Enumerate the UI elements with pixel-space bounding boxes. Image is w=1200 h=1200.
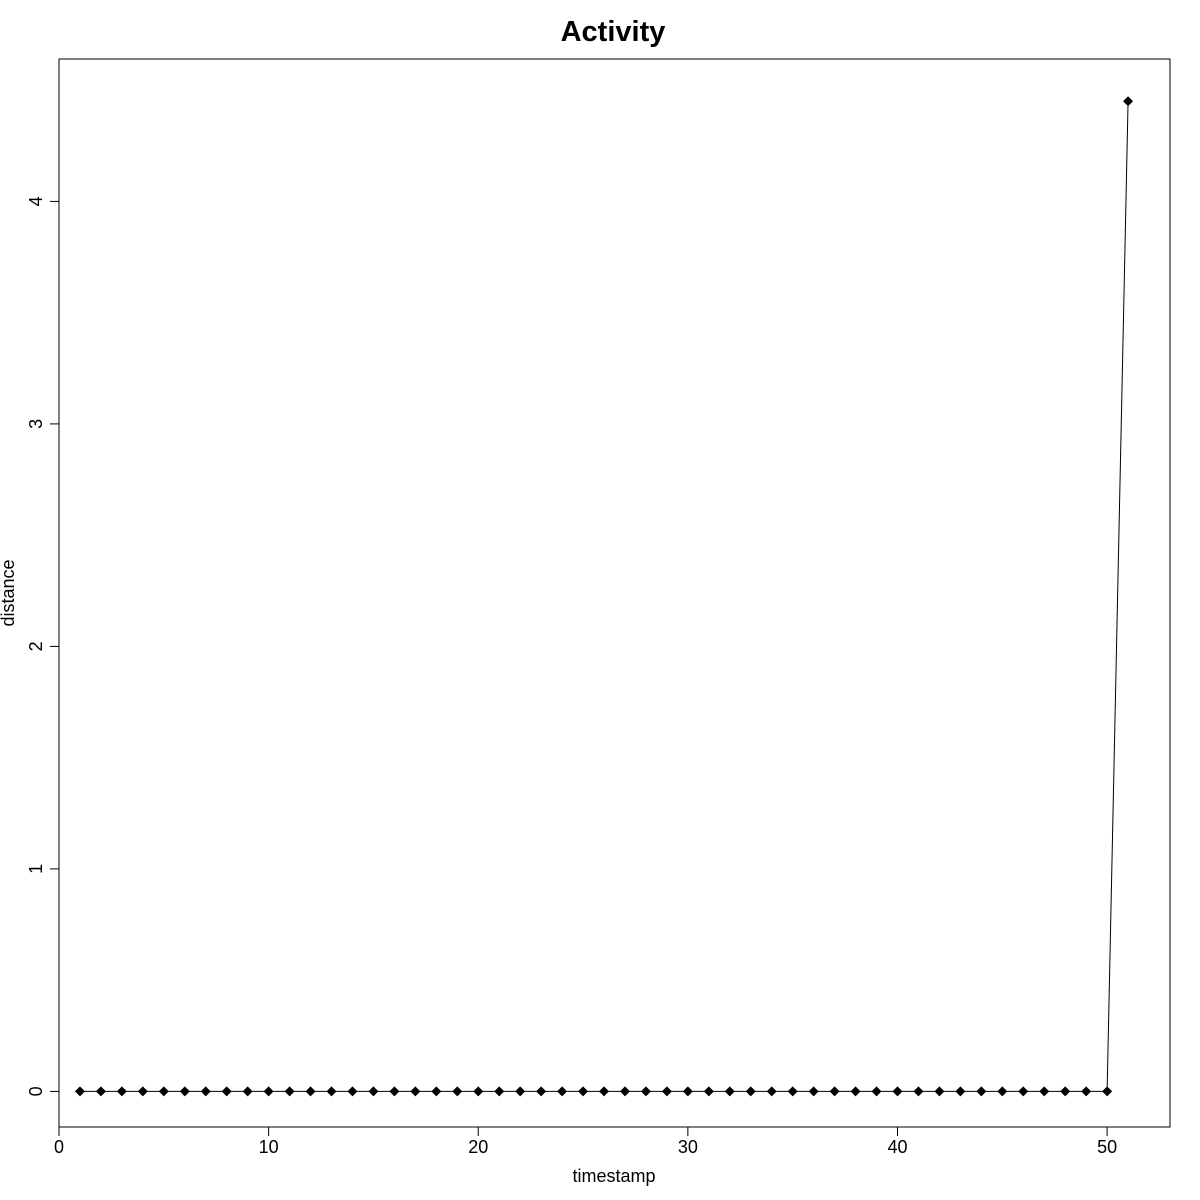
- data-point: [578, 1086, 589, 1097]
- data-point: [137, 1086, 148, 1097]
- x-axis-label: timestamp: [572, 1166, 655, 1186]
- chart-title: Activity: [561, 16, 666, 48]
- data-point: [200, 1086, 211, 1097]
- data-point: [1102, 1086, 1113, 1097]
- data-point: [326, 1086, 337, 1097]
- x-tick-label: 40: [887, 1137, 907, 1157]
- data-point: [515, 1086, 526, 1097]
- x-tick-label: 10: [259, 1137, 279, 1157]
- data-point: [640, 1086, 651, 1097]
- data-point: [871, 1086, 882, 1097]
- data-point: [703, 1086, 714, 1097]
- data-point: [682, 1086, 693, 1097]
- data-point: [158, 1086, 169, 1097]
- data-point: [74, 1086, 85, 1097]
- data-point: [557, 1086, 568, 1097]
- data-point: [955, 1086, 966, 1097]
- data-point: [829, 1086, 840, 1097]
- y-tick-label: 0: [26, 1086, 46, 1096]
- data-point: [724, 1086, 735, 1097]
- data-point: [1018, 1086, 1029, 1097]
- data-point: [179, 1086, 190, 1097]
- data-point: [892, 1086, 903, 1097]
- plot-frame: [58, 58, 1171, 1128]
- data-point: [1081, 1086, 1092, 1097]
- y-axis: 0 1 2 3 4: [26, 196, 60, 1096]
- data-point: [599, 1086, 610, 1097]
- data-point: [997, 1086, 1008, 1097]
- data-point: [808, 1086, 819, 1097]
- data-point: [976, 1086, 987, 1097]
- x-tick-label: 30: [678, 1137, 698, 1157]
- data-point: [452, 1086, 463, 1097]
- data-point: [305, 1086, 316, 1097]
- data-point: [263, 1086, 274, 1097]
- data-point: [368, 1086, 379, 1097]
- data-point: [934, 1086, 945, 1097]
- y-tick-label: 3: [26, 419, 46, 429]
- data-point: [1039, 1086, 1050, 1097]
- data-point: [473, 1086, 484, 1097]
- data-point: [787, 1086, 798, 1097]
- data-point: [116, 1086, 127, 1097]
- data-point: [284, 1086, 295, 1097]
- y-tick-label: 1: [26, 864, 46, 874]
- data-point: [242, 1086, 253, 1097]
- y-tick-label: 4: [26, 196, 46, 206]
- data-point: [494, 1086, 505, 1097]
- data-point: [850, 1086, 861, 1097]
- data-point: [347, 1086, 358, 1097]
- y-axis-label: distance: [0, 559, 18, 626]
- data-point: [389, 1086, 400, 1097]
- data-point: [913, 1086, 924, 1097]
- data-point: [745, 1086, 756, 1097]
- x-tick-label: 50: [1097, 1137, 1117, 1157]
- data-point: [1123, 96, 1134, 107]
- x-axis: 0 10 20 30 40 50: [54, 1126, 1117, 1157]
- data-point: [766, 1086, 777, 1097]
- data-point: [619, 1086, 630, 1097]
- x-tick-label: 0: [54, 1137, 64, 1157]
- y-tick-label: 2: [26, 641, 46, 651]
- data-point: [410, 1086, 421, 1097]
- data-point: [221, 1086, 232, 1097]
- series-line: [79, 101, 1129, 1092]
- x-tick-label: 20: [468, 1137, 488, 1157]
- data-point: [536, 1086, 547, 1097]
- data-point: [661, 1086, 672, 1097]
- data-point: [431, 1086, 442, 1097]
- data-point: [95, 1086, 106, 1097]
- series-layer: [74, 96, 1134, 1097]
- data-point: [1060, 1086, 1071, 1097]
